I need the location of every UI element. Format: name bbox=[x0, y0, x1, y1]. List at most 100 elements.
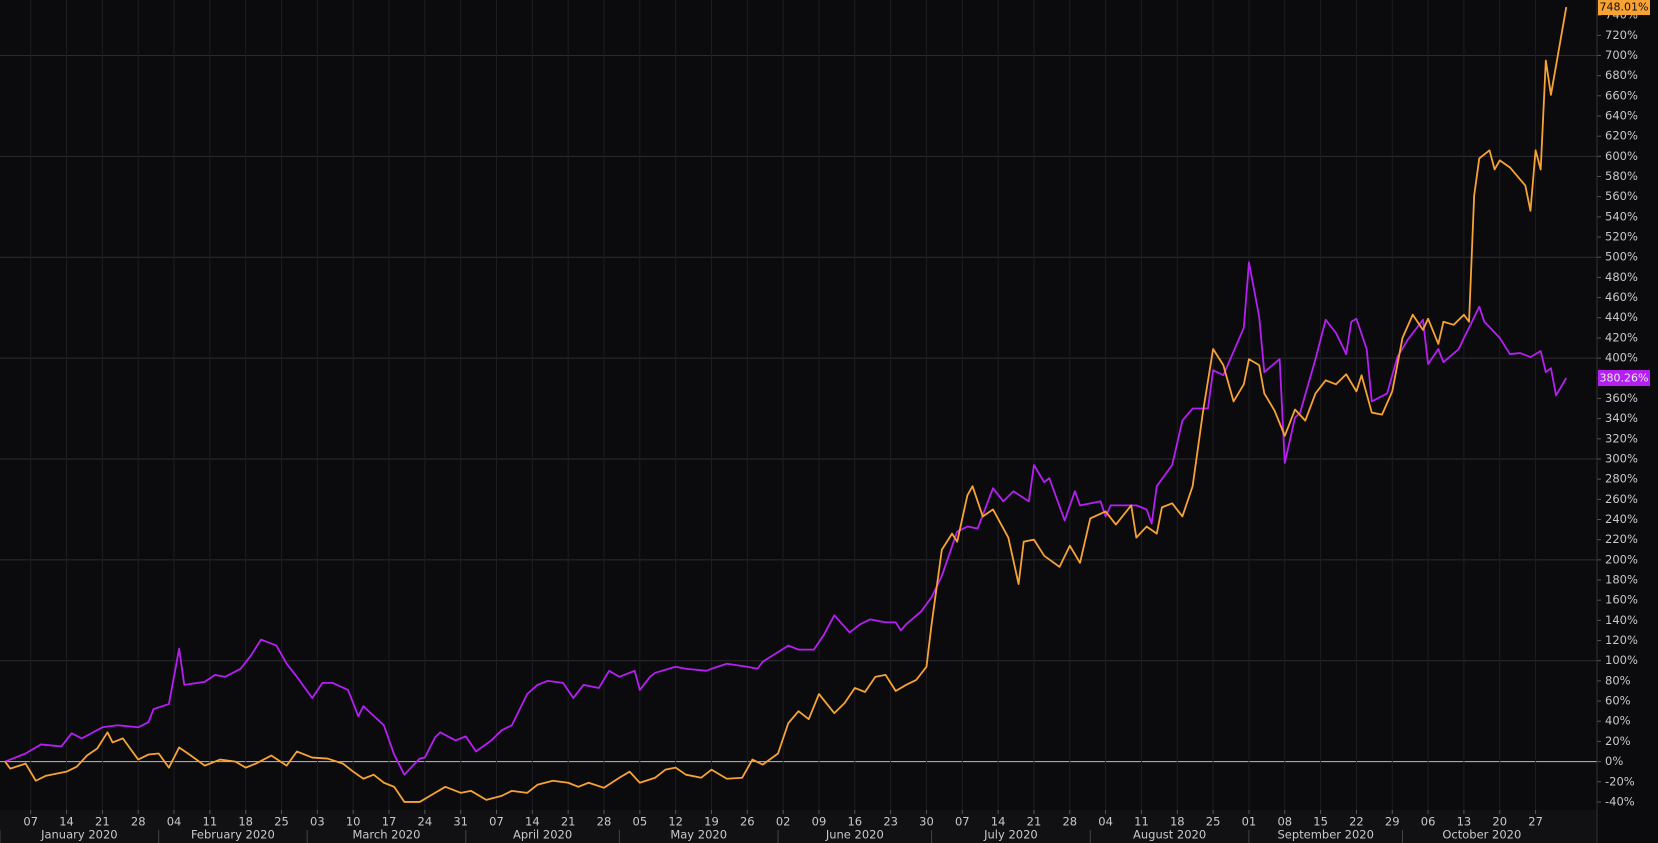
x-tick-label: 06 bbox=[1421, 815, 1436, 829]
last-value-label: 748.01% bbox=[1600, 1, 1649, 14]
y-tick-label: 180% bbox=[1605, 573, 1638, 587]
y-tick-label: 560% bbox=[1605, 189, 1638, 203]
y-tick-label: 460% bbox=[1605, 290, 1638, 304]
y-tick-label: 620% bbox=[1605, 129, 1638, 143]
x-tick-label: 16 bbox=[847, 815, 862, 829]
y-tick-label: 300% bbox=[1605, 451, 1638, 465]
x-tick-label: 21 bbox=[561, 815, 576, 829]
series-line bbox=[4, 6, 1568, 803]
x-tick-label: 28 bbox=[1062, 815, 1077, 829]
x-tick-label: 30 bbox=[919, 815, 934, 829]
y-tick-label: 60% bbox=[1605, 694, 1631, 708]
y-tick-label: 360% bbox=[1605, 391, 1638, 405]
y-tick-label: 320% bbox=[1605, 431, 1638, 445]
x-tick-label: 07 bbox=[955, 815, 970, 829]
lines bbox=[4, 6, 1568, 803]
x-tick-label: 13 bbox=[1457, 815, 1472, 829]
last-value-label: 380.26% bbox=[1600, 372, 1649, 385]
series-line bbox=[4, 261, 1568, 776]
y-tick-label: 100% bbox=[1605, 653, 1638, 667]
month-label: January 2020 bbox=[40, 828, 118, 842]
x-tick-label: 26 bbox=[740, 815, 755, 829]
y-tick-label: 40% bbox=[1605, 714, 1631, 728]
x-tick-label: 18 bbox=[1170, 815, 1185, 829]
month-label: October 2020 bbox=[1442, 828, 1521, 842]
x-tick-label: 07 bbox=[489, 815, 504, 829]
x-tick-label: 14 bbox=[991, 815, 1006, 829]
y-tick-label: 660% bbox=[1605, 88, 1638, 102]
x-tick-label: 10 bbox=[346, 815, 361, 829]
month-label: August 2020 bbox=[1133, 828, 1206, 842]
x-tick-label: 21 bbox=[1027, 815, 1042, 829]
x-tick-label: 21 bbox=[95, 815, 110, 829]
x-tick-label: 02 bbox=[776, 815, 791, 829]
grid bbox=[0, 0, 1597, 810]
x-tick-label: 27 bbox=[1528, 815, 1543, 829]
y-tick-label: 420% bbox=[1605, 330, 1638, 344]
x-tick-label: 11 bbox=[203, 815, 218, 829]
month-label: May 2020 bbox=[670, 828, 727, 842]
month-label: September 2020 bbox=[1277, 828, 1374, 842]
y-tick-label: 80% bbox=[1605, 673, 1631, 687]
y-tick-label: 400% bbox=[1605, 351, 1638, 365]
last-value-box bbox=[1598, 370, 1650, 387]
y-tick-label: 120% bbox=[1605, 633, 1638, 647]
x-tick-label: 25 bbox=[1206, 815, 1221, 829]
y-tick-label: 0% bbox=[1605, 754, 1623, 768]
x-tick-label: 29 bbox=[1385, 815, 1400, 829]
x-tick-label: 28 bbox=[131, 815, 146, 829]
y-tick-label: 260% bbox=[1605, 492, 1638, 506]
month-label: June 2020 bbox=[825, 828, 884, 842]
x-tick-label: 18 bbox=[238, 815, 253, 829]
y-tick-label: 520% bbox=[1605, 230, 1638, 244]
y-tick-label: 160% bbox=[1605, 593, 1638, 607]
x-tick-label: 23 bbox=[883, 815, 898, 829]
month-label: February 2020 bbox=[191, 828, 275, 842]
x-tick-label: 28 bbox=[597, 815, 612, 829]
x-axis-band bbox=[0, 810, 1597, 843]
x-tick-label: 25 bbox=[274, 815, 289, 829]
x-tick-label: 03 bbox=[310, 815, 325, 829]
y-tick-label: 20% bbox=[1605, 734, 1631, 748]
x-tick-label: 04 bbox=[167, 815, 182, 829]
y-tick-label: 220% bbox=[1605, 532, 1638, 546]
y-tick-label: 640% bbox=[1605, 109, 1638, 123]
x-tick-label: 24 bbox=[418, 815, 433, 829]
last-value-box bbox=[1598, 0, 1650, 16]
y-tick-label: 720% bbox=[1605, 28, 1638, 42]
x-tick-label: 31 bbox=[453, 815, 468, 829]
x-tick-label: 05 bbox=[633, 815, 648, 829]
y-tick-label: 700% bbox=[1605, 48, 1638, 62]
y-tick-label: -40% bbox=[1605, 794, 1635, 808]
month-label: April 2020 bbox=[513, 828, 572, 842]
y-tick-label: 480% bbox=[1605, 270, 1638, 284]
x-tick-label: 11 bbox=[1134, 815, 1149, 829]
x-tick-label: 19 bbox=[704, 815, 719, 829]
x-tick-label: 01 bbox=[1242, 815, 1257, 829]
x-tick-label: 14 bbox=[525, 815, 540, 829]
y-tick-label: -20% bbox=[1605, 774, 1635, 788]
y-tick-label: 340% bbox=[1605, 411, 1638, 425]
x-tick-label: 17 bbox=[382, 815, 397, 829]
x-tick-label: 14 bbox=[59, 815, 74, 829]
x-tick-label: 20 bbox=[1492, 815, 1507, 829]
y-tick-label: 240% bbox=[1605, 512, 1638, 526]
x-tick-label: 15 bbox=[1313, 815, 1328, 829]
x-tick-label: 09 bbox=[812, 815, 827, 829]
x-tick-label: 22 bbox=[1349, 815, 1364, 829]
y-tick-label: 140% bbox=[1605, 613, 1638, 627]
month-label: March 2020 bbox=[352, 828, 420, 842]
x-tick-label: 12 bbox=[668, 815, 683, 829]
y-tick-label: 600% bbox=[1605, 149, 1638, 163]
y-tick-label: 680% bbox=[1605, 68, 1638, 82]
month-label: July 2020 bbox=[983, 828, 1038, 842]
x-tick-label: 04 bbox=[1098, 815, 1113, 829]
x-tick-label: 07 bbox=[23, 815, 38, 829]
y-tick-label: 440% bbox=[1605, 310, 1638, 324]
y-tick-label: 540% bbox=[1605, 209, 1638, 223]
y-tick-label: 580% bbox=[1605, 169, 1638, 183]
y-tick-label: 200% bbox=[1605, 552, 1638, 566]
x-tick-label: 08 bbox=[1277, 815, 1292, 829]
